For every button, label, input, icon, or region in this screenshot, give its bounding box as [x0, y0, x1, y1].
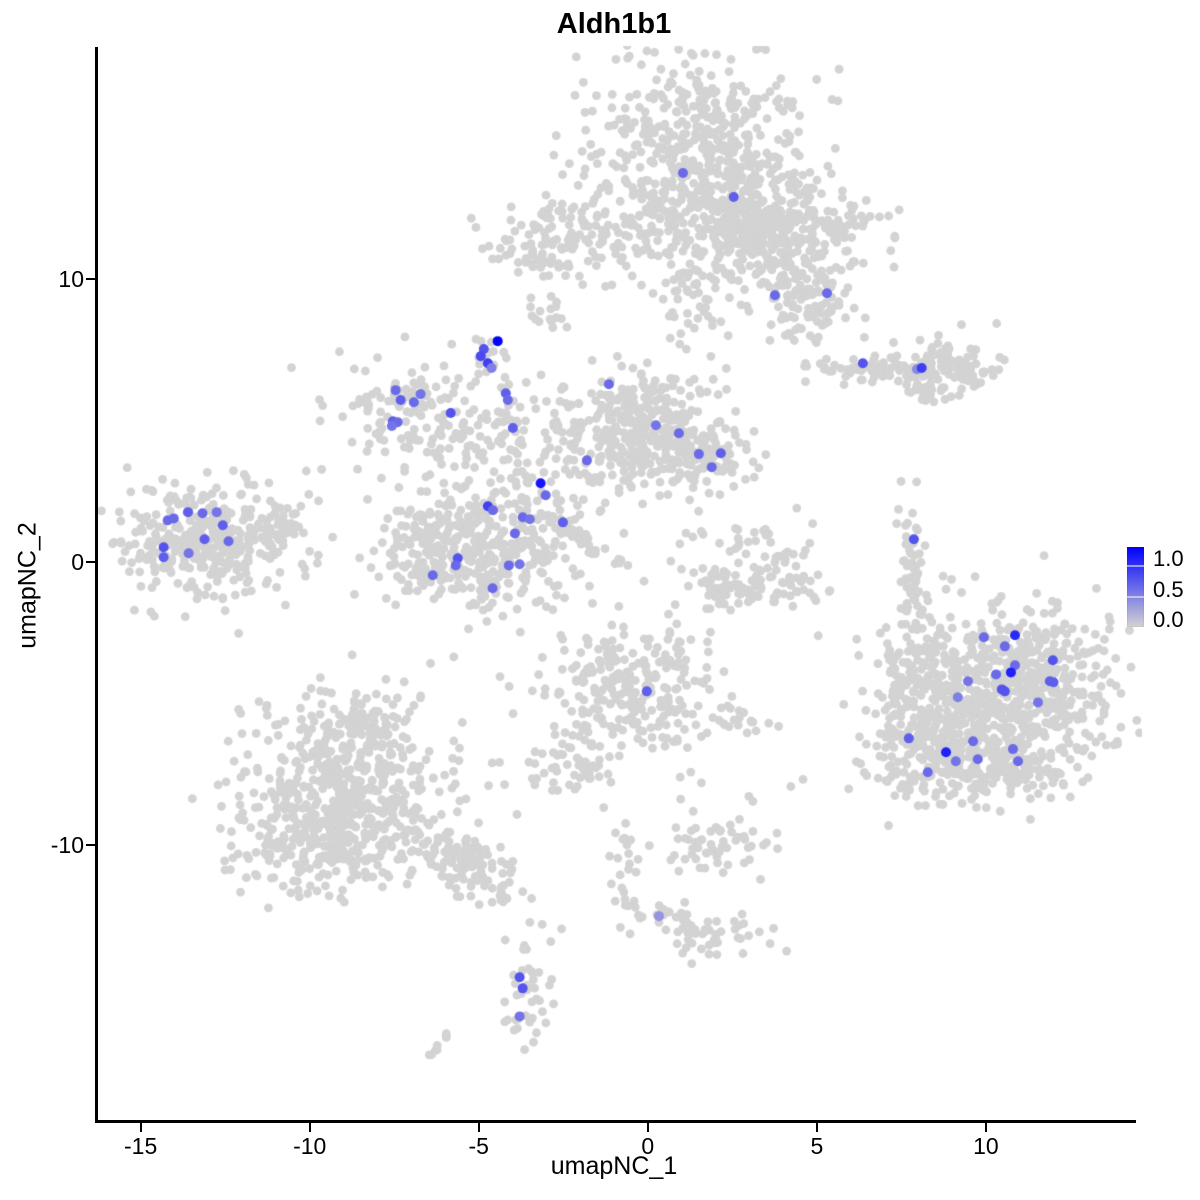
- x-tick-mark: [815, 1123, 818, 1132]
- x-axis-line: [95, 1120, 1136, 1123]
- legend-notch-1.0: [1127, 565, 1144, 567]
- x-tick-label: 5: [810, 1133, 824, 1159]
- x-tick-label: 0: [641, 1133, 655, 1159]
- legend-tick-label: 0.0: [1153, 607, 1184, 632]
- expression-legend: 1.0 0.5 0.0: [1123, 540, 1200, 640]
- y-axis-line: [95, 47, 98, 1123]
- y-tick-label: 10: [58, 266, 84, 293]
- x-tick-mark: [139, 1123, 142, 1132]
- plot-title: Aldh1b1: [556, 8, 672, 40]
- x-tick-label: 10: [973, 1133, 999, 1159]
- x-tick-label: -15: [124, 1133, 158, 1159]
- x-tick-mark: [984, 1123, 987, 1132]
- x-tick-label: -5: [468, 1133, 489, 1159]
- x-tick-label: -10: [293, 1133, 327, 1159]
- x-tick-mark: [477, 1123, 480, 1132]
- y-tick-label: 0: [71, 549, 84, 576]
- legend-colorbar: [1127, 547, 1144, 627]
- legend-tick-label: 1.0: [1153, 546, 1184, 571]
- y-tick-mark: [86, 278, 95, 281]
- y-tick-mark: [86, 561, 95, 564]
- x-tick-mark: [646, 1123, 649, 1132]
- y-tick-mark: [86, 844, 95, 847]
- y-axis-title: umapNC_2: [13, 522, 42, 649]
- y-tick-label: -10: [50, 832, 84, 859]
- legend-notch-0.5: [1127, 596, 1144, 598]
- x-tick-mark: [308, 1123, 311, 1132]
- legend-tick-label: 0.5: [1153, 577, 1184, 602]
- x-axis-title: umapNC_1: [550, 1152, 678, 1180]
